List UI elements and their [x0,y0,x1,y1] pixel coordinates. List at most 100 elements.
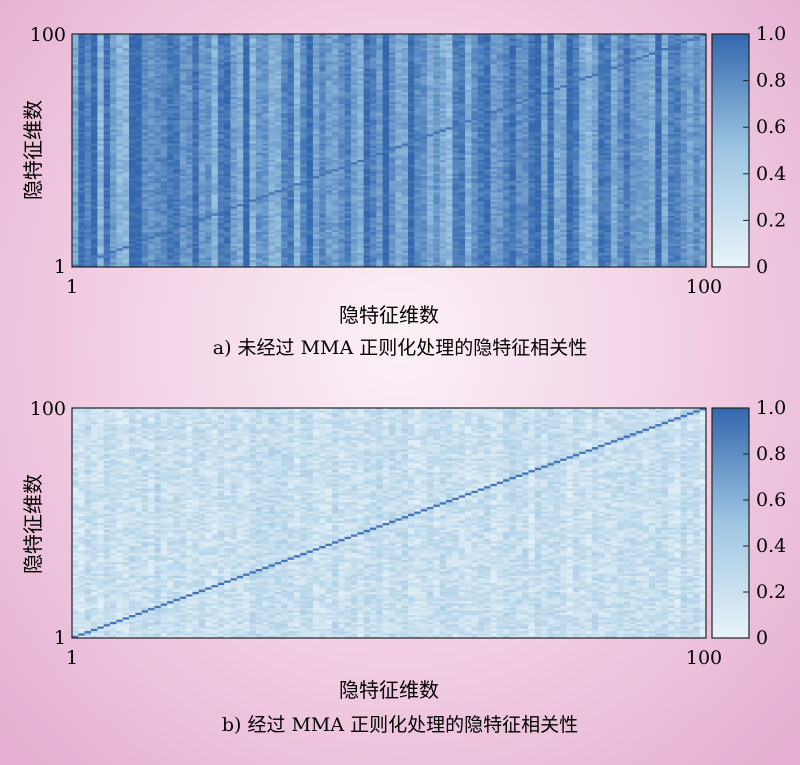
heatmap-cell [617,50,624,53]
heatmap-cell [617,129,624,133]
heatmap-cell [300,43,307,46]
heatmap-cell [465,54,472,58]
heatmap-cell [636,68,643,72]
heatmap-cell [382,141,390,144]
heatmap-cell [306,52,314,56]
heatmap-cell [503,50,510,53]
heatmap-cell [167,57,174,60]
heatmap-cell [553,117,561,121]
heatmap-cell [693,124,701,128]
heatmap-cell [655,38,662,42]
heatmap-cell [135,122,143,126]
heatmap-cell [458,45,466,49]
heatmap-cell [541,92,548,95]
heatmap-cell [541,99,548,102]
heatmap-cell [312,50,320,53]
heatmap-cell [255,87,263,91]
heatmap-cell [84,108,92,112]
heatmap-cell [230,85,238,88]
heatmap-cell [471,138,479,142]
heatmap-cell [693,127,701,130]
heatmap-cell [110,52,117,56]
heatmap-cell [458,64,466,67]
heatmap-cell [135,134,143,137]
heatmap-cell [414,40,422,44]
heatmap-cell [642,78,650,81]
heatmap-cell [160,73,168,77]
heatmap-cell [167,36,174,40]
heatmap-cell [560,61,567,65]
heatmap-cell [598,115,605,119]
heatmap-cell [547,61,555,65]
heatmap-cell [350,73,358,77]
heatmap-cell [357,124,364,128]
heatmap-cell [604,115,612,119]
heatmap-cell [420,87,428,91]
heatmap-cell [560,78,567,81]
heatmap-cell [452,124,460,128]
heatmap-cell [376,45,384,49]
heatmap-cell [446,43,453,46]
heatmap-cell [84,117,92,121]
heatmap-cell [122,131,130,135]
heatmap-cell [528,108,536,112]
heatmap-cell [160,94,168,98]
heatmap-cell [135,64,143,67]
heatmap-cell [173,96,181,100]
heatmap-cell [642,127,650,130]
heatmap-cell [667,54,675,58]
heatmap-cell [591,120,599,123]
heatmap-cell [553,89,561,93]
heatmap-cell [699,117,707,121]
heatmap-cell [636,103,643,107]
heatmap-cell [566,59,574,63]
heatmap-cell [541,34,548,37]
heatmap-cell [369,136,377,140]
heatmap-cell [376,54,384,58]
heatmap-cell [369,50,377,53]
heatmap-cell [243,99,250,102]
heatmap-cell [230,59,238,63]
heatmap-cell [325,94,333,98]
heatmap-cell [439,138,447,142]
heatmap-cell [319,68,326,72]
heatmap-cell [300,145,307,149]
heatmap-cell [465,73,472,77]
heatmap-cell [97,129,105,133]
heatmap-cell [344,50,352,53]
heatmap-cell [110,82,117,86]
heatmap-cell [458,113,466,116]
heatmap-cell [566,78,574,81]
heatmap-cell [528,96,536,100]
heatmap-cell [312,71,320,74]
heatmap-cell [350,61,358,65]
heatmap-cell [408,110,415,114]
heatmap-cell [249,92,257,95]
heatmap-cell [623,134,631,137]
heatmap-cell [376,148,384,151]
heatmap-cell [167,113,174,116]
heatmap-cell [655,75,662,79]
heatmap-cell [401,136,409,140]
heatmap-cell [693,92,701,95]
heatmap-cell [389,50,396,53]
heatmap-cell [230,64,238,67]
heatmap-cell [648,45,656,49]
heatmap-cell [541,145,548,149]
heatmap-cell [667,59,675,63]
heatmap-cell [224,75,231,79]
heatmap-cell [541,71,548,74]
heatmap-cell [547,145,555,149]
heatmap-cell [617,136,624,140]
heatmap-cell [604,131,612,135]
heatmap-cell [617,110,624,114]
heatmap-cell [572,138,580,142]
heatmap-cell [363,145,371,149]
heatmap-cell [680,99,688,102]
heatmap-cell [331,57,339,60]
heatmap-cell [553,73,561,77]
heatmap-cell [281,57,288,60]
heatmap-cell [135,40,143,44]
heatmap-cell [674,115,681,119]
heatmap-cell [579,38,586,42]
